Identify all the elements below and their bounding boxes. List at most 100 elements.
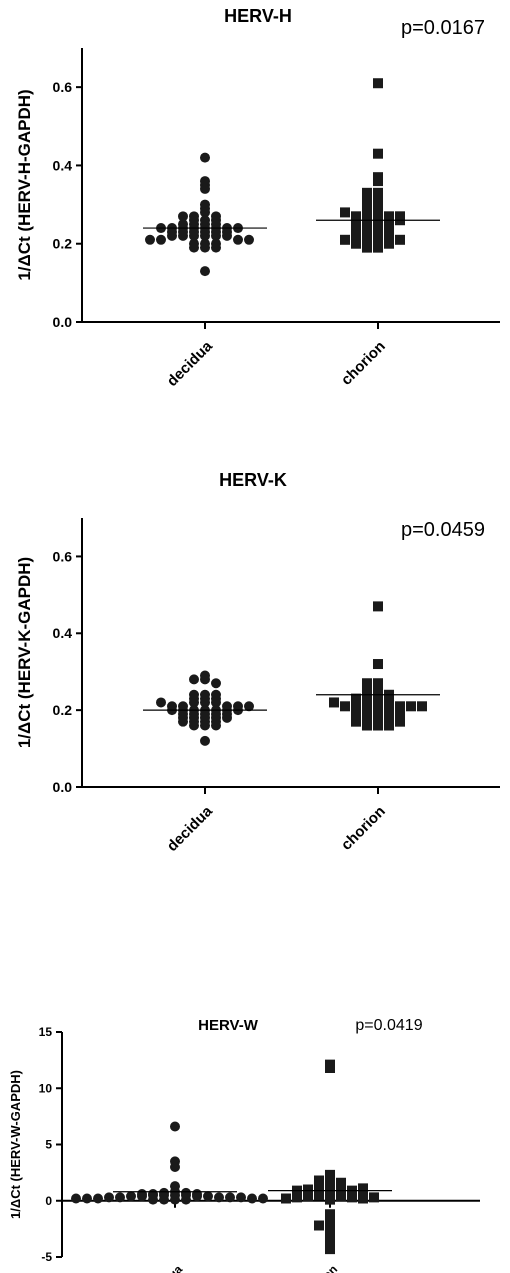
data-point-decidua bbox=[189, 720, 199, 731]
y-axis-label: 1/ΔCt (HERV-H-GAPDH) bbox=[15, 89, 34, 280]
data-point-decidua bbox=[71, 1193, 81, 1204]
data-point-chorion bbox=[340, 234, 350, 245]
data-point-decidua bbox=[170, 1121, 180, 1132]
p-value-annotation: p=0.0167 bbox=[401, 17, 485, 39]
y-tick-label: 0.6 bbox=[53, 79, 73, 95]
data-point-chorion bbox=[384, 230, 394, 241]
data-point-chorion bbox=[351, 238, 361, 249]
data-point-decidua bbox=[200, 720, 210, 731]
data-point-chorion bbox=[384, 697, 394, 708]
data-point-chorion bbox=[369, 1192, 379, 1203]
data-point-chorion bbox=[362, 191, 372, 202]
data-point-chorion bbox=[340, 701, 350, 712]
data-point-decidua bbox=[200, 266, 210, 277]
data-point-decidua bbox=[200, 242, 210, 253]
data-point-decidua bbox=[203, 1191, 213, 1202]
y-tick-label: -5 bbox=[41, 1250, 52, 1264]
data-point-decidua bbox=[178, 219, 188, 230]
data-point-decidua bbox=[159, 1194, 169, 1205]
data-point-chorion bbox=[395, 716, 405, 727]
y-tick-label: 0 bbox=[45, 1194, 52, 1208]
data-point-chorion bbox=[373, 697, 383, 708]
data-point-chorion bbox=[362, 720, 372, 731]
data-point-chorion bbox=[325, 1063, 335, 1073]
data-point-chorion bbox=[395, 234, 405, 245]
y-tick-label: 0.2 bbox=[53, 702, 73, 718]
y-axis-label: 1/ΔCt (HERV-K-GAPDH) bbox=[15, 557, 34, 748]
data-point-chorion bbox=[373, 230, 383, 241]
data-point-chorion bbox=[292, 1192, 302, 1203]
data-point-decidua bbox=[137, 1191, 147, 1202]
y-tick-label: 0.4 bbox=[53, 625, 73, 641]
data-point-decidua bbox=[115, 1192, 125, 1203]
data-point-chorion bbox=[384, 238, 394, 249]
y-tick-label: 0.0 bbox=[53, 779, 73, 795]
data-point-decidua bbox=[200, 697, 210, 708]
data-point-decidua bbox=[222, 712, 232, 723]
data-point-decidua bbox=[211, 211, 221, 222]
data-point-decidua bbox=[200, 183, 210, 194]
data-point-chorion bbox=[373, 207, 383, 218]
data-point-chorion bbox=[417, 701, 427, 712]
data-point-chorion bbox=[406, 701, 416, 712]
data-point-decidua bbox=[148, 1194, 158, 1205]
data-point-chorion bbox=[373, 242, 383, 253]
data-point-chorion bbox=[281, 1193, 291, 1204]
y-tick-label: 15 bbox=[39, 1025, 53, 1039]
data-point-decidua bbox=[93, 1193, 103, 1204]
y-tick-label: 10 bbox=[39, 1081, 53, 1095]
chart-title: HERV-H bbox=[224, 6, 292, 26]
data-point-decidua bbox=[200, 199, 210, 210]
data-point-decidua bbox=[189, 242, 199, 253]
data-point-decidua bbox=[145, 234, 155, 245]
data-point-chorion bbox=[373, 720, 383, 731]
data-point-decidua bbox=[225, 1192, 235, 1203]
data-point-decidua bbox=[178, 716, 188, 727]
data-point-decidua bbox=[178, 211, 188, 222]
data-point-chorion bbox=[362, 242, 372, 253]
p-value-annotation: p=0.0419 bbox=[355, 1017, 422, 1034]
chart-title: HERV-K bbox=[219, 470, 287, 490]
x-category-label: chorion bbox=[338, 338, 389, 389]
data-point-decidua bbox=[222, 230, 232, 241]
x-category-label: decidua bbox=[164, 802, 217, 855]
y-tick-label: 0.0 bbox=[53, 314, 73, 330]
chart-panel-herv-w: HERV-W p=0.0419 1/ΔCt (HERV-W-GAPDH) -5 0 5 10… bbox=[8, 1017, 480, 1273]
data-point-decidua bbox=[189, 215, 199, 226]
data-point-decidua bbox=[167, 230, 177, 241]
x-category-label: chorion bbox=[299, 1262, 340, 1273]
data-point-chorion bbox=[336, 1191, 346, 1202]
data-point-chorion bbox=[303, 1191, 313, 1202]
data-point-decidua bbox=[200, 735, 210, 746]
y-tick-label: 0.4 bbox=[53, 157, 73, 173]
data-point-decidua bbox=[82, 1193, 92, 1204]
data-point-decidua bbox=[247, 1193, 257, 1204]
data-point-decidua bbox=[211, 219, 221, 230]
p-value-annotation: p=0.0459 bbox=[401, 519, 485, 541]
data-point-chorion bbox=[373, 601, 383, 612]
data-point-chorion bbox=[340, 207, 350, 218]
data-point-decidua bbox=[156, 697, 166, 708]
data-point-decidua bbox=[189, 697, 199, 708]
data-point-decidua bbox=[189, 674, 199, 685]
data-point-chorion bbox=[314, 1220, 324, 1231]
x-category-label: chorion bbox=[338, 803, 389, 854]
data-point-decidua bbox=[200, 176, 210, 187]
data-point-decidua bbox=[156, 234, 166, 245]
data-point-decidua bbox=[211, 678, 221, 689]
data-point-decidua bbox=[192, 1191, 202, 1202]
x-category-label: decidua bbox=[143, 1262, 185, 1273]
data-point-decidua bbox=[104, 1192, 114, 1203]
y-tick-label: 5 bbox=[45, 1138, 52, 1152]
data-point-decidua bbox=[200, 152, 210, 163]
chart-title: HERV-W bbox=[198, 1017, 259, 1034]
chart-panel-herv-k: HERV-K p=0.0459 1/ΔCt (HERV-K-GAPDH) 0.0 0.2… bbox=[15, 470, 500, 855]
data-point-decidua bbox=[233, 234, 243, 245]
data-point-decidua bbox=[211, 230, 221, 241]
data-point-chorion bbox=[373, 176, 383, 187]
data-point-chorion bbox=[351, 716, 361, 727]
data-point-chorion bbox=[373, 78, 383, 89]
y-tick-label: 0.2 bbox=[53, 236, 73, 252]
chart-panel-herv-h: HERV-H p=0.0167 1/ΔCt (HERV-H-GAPDH) 0.0 0.2… bbox=[15, 6, 500, 390]
data-point-chorion bbox=[358, 1183, 368, 1194]
